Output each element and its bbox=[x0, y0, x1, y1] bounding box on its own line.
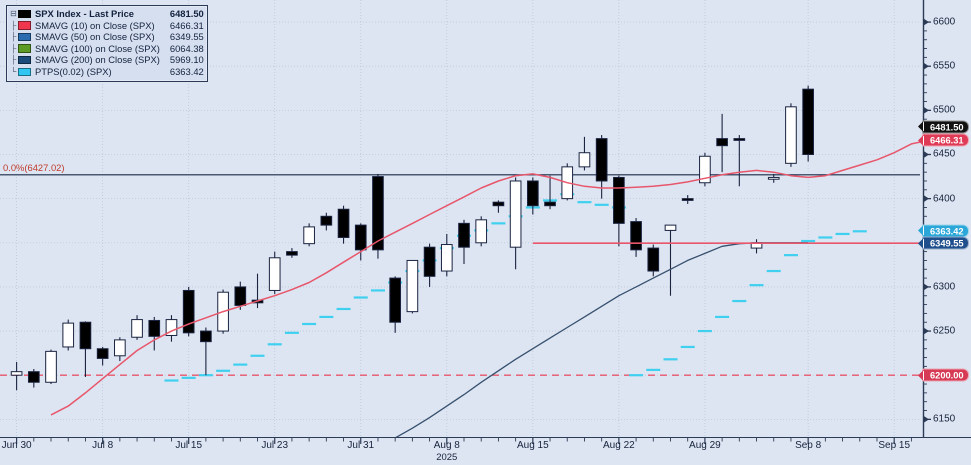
date-tick-label: Sep 8 bbox=[795, 440, 822, 451]
legend-series-value: 6363.42 bbox=[169, 65, 204, 77]
legend-color-swatch bbox=[18, 9, 31, 19]
price-tick-label: 6450 bbox=[933, 148, 956, 160]
legend-series-label: SPX Index - Last Price bbox=[35, 8, 134, 19]
legend-tree-toggle-icon[interactable]: ├ bbox=[10, 20, 17, 30]
date-axis[interactable]: 2025 Jun 30 Jul 8 Jul 15 Jul 23 Jul 31 Aug 8 A… bbox=[0, 437, 971, 465]
date-tick-label: Aug 22 bbox=[603, 440, 635, 451]
price-axis[interactable]: 6150620062506300635064006450650065506600… bbox=[918, 0, 971, 437]
legend-row[interactable]: └ PTPS(0.02) (SPX) 6363.42 bbox=[9, 66, 204, 78]
legend-series-label: PTPS(0.02) (SPX) bbox=[35, 65, 112, 77]
legend-tree-toggle-icon[interactable]: ├ bbox=[10, 32, 17, 42]
legend-series-value: 6349.55 bbox=[169, 31, 204, 43]
legend-series-value: 6064.38 bbox=[169, 42, 204, 54]
price-tick-label: 6550 bbox=[933, 60, 956, 72]
date-tick-label: Jul 23 bbox=[261, 440, 289, 451]
price-tag-pointer bbox=[918, 121, 923, 132]
ptps-tag[interactable]: 6363.42 bbox=[918, 224, 969, 238]
fib-level-label: 0.0%(6427.02) bbox=[3, 161, 65, 173]
legend-series-label: SMAVG (10) on Close (SPX) bbox=[35, 19, 155, 31]
price-tick-label: 6250 bbox=[933, 325, 956, 337]
date-tick-label: Jul 15 bbox=[175, 440, 203, 451]
date-tick-label: Aug 29 bbox=[689, 440, 721, 451]
chart-plot-area[interactable] bbox=[0, 0, 920, 437]
price-tick-label: 6500 bbox=[933, 104, 956, 116]
price-tick-label: 6300 bbox=[933, 281, 956, 293]
price-tag-pointer bbox=[918, 238, 923, 249]
date-tick-label: Jun 30 bbox=[1, 440, 32, 451]
legend-color-swatch bbox=[18, 55, 31, 65]
support-tag[interactable]: 6200.00 bbox=[918, 368, 969, 382]
legend-color-swatch bbox=[18, 32, 31, 42]
legend-series-value: 6481.50 bbox=[169, 8, 204, 19]
legend-row[interactable]: ├ SMAVG (200) on Close (SPX) 5969.10 bbox=[9, 54, 204, 66]
legend-color-swatch bbox=[18, 21, 31, 30]
legend-row[interactable]: ├ SMAVG (10) on Close (SPX) 6466.31 bbox=[9, 20, 204, 32]
sma50-tag[interactable]: 6349.55 bbox=[918, 236, 969, 250]
price-tick-label: 6400 bbox=[933, 193, 956, 205]
sma10-tag[interactable]: 6466.31 bbox=[918, 133, 969, 147]
legend-series-value: 6466.31 bbox=[169, 19, 204, 31]
price-tag-pointer bbox=[918, 135, 923, 146]
legend-row[interactable]: ├ SMAVG (100) on Close (SPX) 6064.38 bbox=[9, 43, 204, 55]
date-tick-label: Aug 15 bbox=[516, 440, 549, 451]
price-tag-pointer bbox=[918, 225, 923, 236]
date-tick-label: Aug 8 bbox=[433, 440, 460, 451]
chart-legend[interactable]: ⊟ SPX Index - Last Price 6481.50 ├ SMAVG (10… bbox=[6, 5, 208, 82]
legend-series-value: 5969.10 bbox=[169, 54, 204, 66]
chart-canvas bbox=[0, 0, 920, 437]
date-axis-ticks bbox=[16, 438, 912, 444]
last-price-tag[interactable]: 6481.50 bbox=[918, 120, 969, 134]
legend-series-label: SMAVG (200) on Close (SPX) bbox=[35, 54, 160, 66]
price-tick-label: 6600 bbox=[933, 16, 956, 28]
year-label: 2025 bbox=[436, 452, 458, 463]
legend-row[interactable]: ├ SMAVG (50) on Close (SPX) 6349.55 bbox=[9, 31, 204, 43]
date-tick-label: Jul 8 bbox=[92, 440, 114, 451]
legend-tree-toggle-icon[interactable]: ⊟ bbox=[10, 9, 17, 18]
legend-series-label: SMAVG (50) on Close (SPX) bbox=[35, 31, 155, 43]
price-tick-label: 6150 bbox=[933, 413, 956, 425]
legend-color-swatch bbox=[18, 67, 31, 77]
legend-row[interactable]: ⊟ SPX Index - Last Price 6481.50 bbox=[9, 8, 204, 20]
date-tick-label: Sep 15 bbox=[878, 440, 911, 451]
legend-series-label: SMAVG (100) on Close (SPX) bbox=[35, 42, 160, 54]
legend-color-swatch bbox=[18, 44, 31, 53]
legend-tree-toggle-icon[interactable]: └ bbox=[10, 66, 17, 76]
price-tag-pointer bbox=[918, 370, 923, 381]
legend-tree-toggle-icon[interactable]: ├ bbox=[10, 43, 17, 53]
date-tick-label: Jul 31 bbox=[347, 440, 375, 451]
legend-tree-toggle-icon[interactable]: ├ bbox=[10, 55, 17, 65]
